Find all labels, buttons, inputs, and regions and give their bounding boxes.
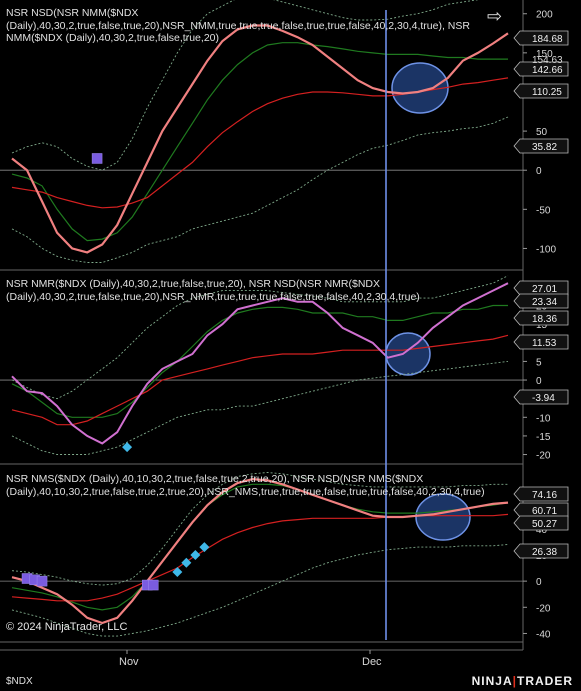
value-tag-label: 74.16: [532, 490, 557, 501]
highlight-circle: [391, 62, 449, 114]
series-price: [11, 477, 509, 625]
series-red: [11, 334, 509, 426]
ytick-label: -10: [536, 413, 551, 424]
value-tag: [513, 61, 569, 77]
series-green: [11, 483, 509, 611]
value-tag: [513, 83, 569, 99]
value-tag-label: 18.36: [532, 314, 557, 325]
marker-diamond: [199, 542, 210, 553]
value-tag-label: 11.53: [532, 338, 557, 349]
xtick-label: Dec: [362, 656, 382, 668]
ytick-label: -100: [536, 244, 556, 255]
series-upper: [11, 472, 508, 586]
value-tag: [513, 515, 569, 531]
value-tag-label: -3.94: [532, 393, 555, 404]
value-tag-label: 110.25: [532, 87, 562, 98]
ytick-label: -20: [536, 603, 551, 614]
ytick-label: 0: [536, 577, 542, 588]
marker-diamond: [190, 549, 201, 560]
ytick-label: -20: [536, 451, 551, 462]
ytick-label: 5: [536, 357, 542, 368]
value-tag: [513, 138, 569, 154]
ytick-label: -15: [536, 432, 551, 443]
ytick-label: 0: [536, 376, 542, 387]
series-lower: [11, 116, 509, 263]
marker-diamond: [172, 566, 183, 577]
value-tag: [513, 334, 569, 350]
value-tag: [513, 293, 569, 309]
ytick-label: -40: [536, 629, 551, 640]
value-tag: [513, 486, 569, 502]
value-tag: [513, 310, 569, 326]
value-tag-label: 50.27: [532, 519, 557, 530]
value-tag: [513, 30, 569, 46]
highlight-circle: [385, 332, 431, 376]
ytick-label: 15: [536, 320, 548, 331]
value-tag-label: 60.71: [532, 506, 557, 517]
series-upper: [11, 275, 509, 400]
marker-diamond: [181, 557, 192, 568]
ytick-label: 0: [536, 166, 542, 177]
value-tag-label: 35.82: [532, 142, 557, 153]
ytick-label: 150: [536, 49, 553, 60]
value-tag: [513, 389, 569, 405]
marker-square: [91, 153, 103, 164]
partial-tag-label: 154.63: [532, 55, 563, 66]
series-price: [11, 282, 509, 445]
copyright-text: © 2024 NinjaTrader, LLC: [6, 621, 128, 633]
ytick-label: 200: [536, 10, 553, 21]
value-tag: [513, 280, 569, 296]
ninjatrader-logo: NINJA|TRADER: [471, 674, 573, 688]
value-tag-label: 26.38: [532, 547, 557, 558]
value-tag-label: 23.34: [532, 297, 557, 308]
series-green: [11, 42, 508, 242]
marker-square: [148, 579, 159, 591]
instrument-label: $NDX: [6, 676, 33, 687]
value-tag-label: 184.68: [532, 34, 563, 45]
marker-diamond: [122, 442, 133, 453]
ytick-label: 50: [536, 127, 548, 138]
highlight-circle: [415, 493, 471, 541]
xtick-label: Nov: [119, 656, 139, 668]
value-tag: [513, 543, 569, 559]
value-tag-label: 142.66: [532, 65, 563, 76]
ytick-label: -50: [536, 205, 551, 216]
value-tag: [513, 502, 569, 518]
series-lower: [11, 360, 509, 455]
nav-arrow-icon[interactable]: ⇨: [487, 6, 503, 26]
marker-square: [36, 575, 48, 587]
series-price: [11, 24, 509, 254]
value-tag-label: 27.01: [532, 284, 557, 295]
